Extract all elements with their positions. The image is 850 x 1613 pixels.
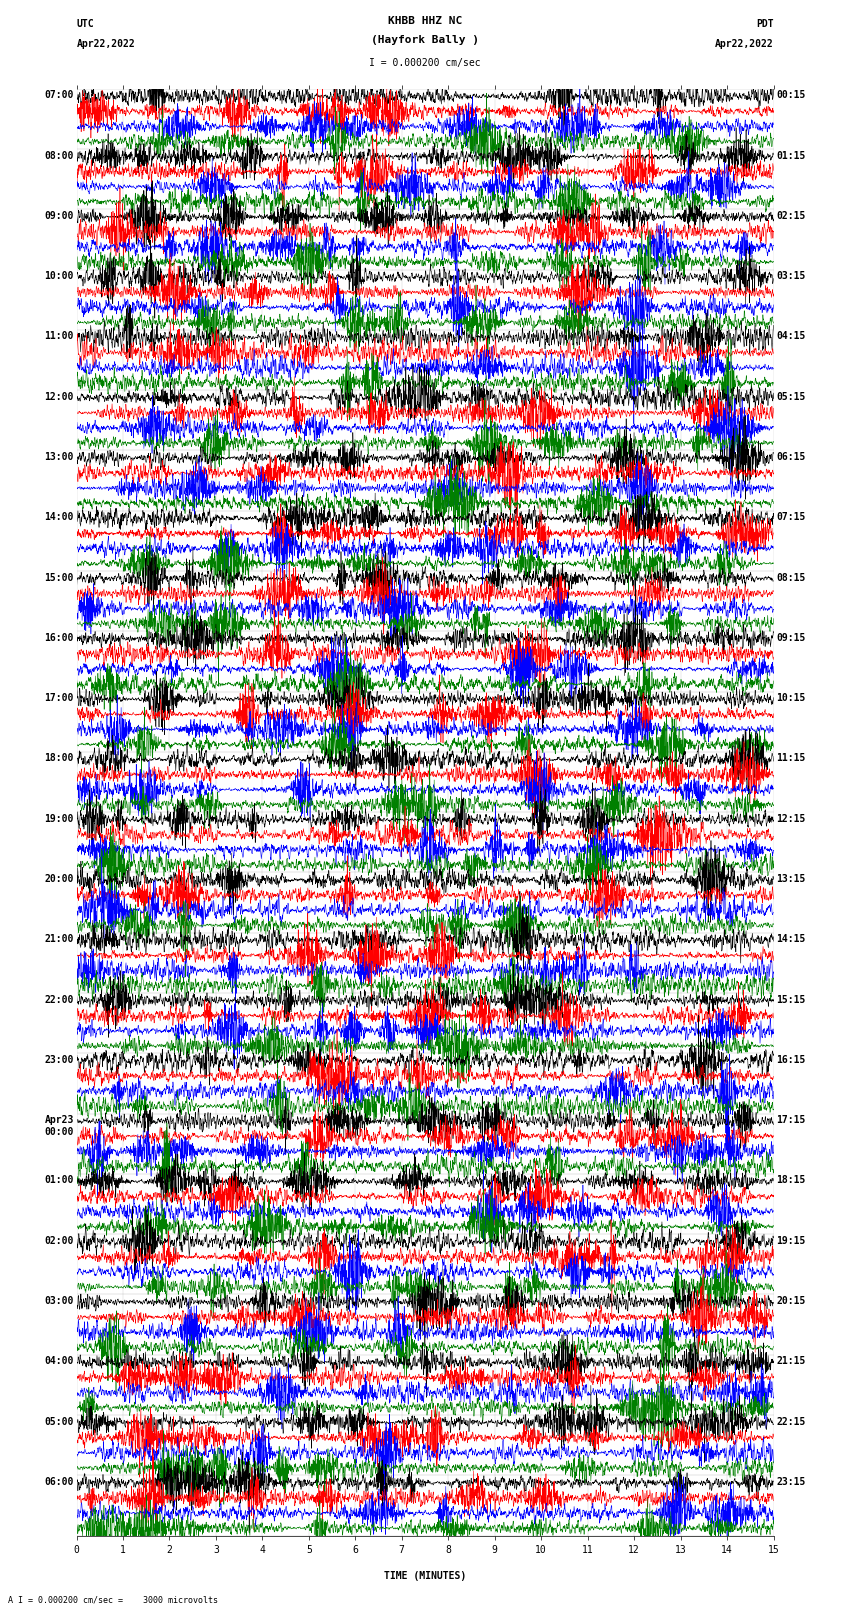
Text: 11:15: 11:15: [776, 753, 806, 763]
Text: 06:00: 06:00: [44, 1478, 74, 1487]
Text: 17:00: 17:00: [44, 694, 74, 703]
Text: 20:15: 20:15: [776, 1295, 806, 1307]
Text: 16:00: 16:00: [44, 632, 74, 644]
Text: 20:00: 20:00: [44, 874, 74, 884]
Text: 18:00: 18:00: [44, 753, 74, 763]
Text: 19:00: 19:00: [44, 813, 74, 824]
Text: 12:00: 12:00: [44, 392, 74, 402]
Text: 10:15: 10:15: [776, 694, 806, 703]
Text: 03:00: 03:00: [44, 1295, 74, 1307]
Text: 15:00: 15:00: [44, 573, 74, 582]
Text: 01:15: 01:15: [776, 150, 806, 161]
Text: 16:15: 16:15: [776, 1055, 806, 1065]
Text: 22:15: 22:15: [776, 1416, 806, 1426]
Text: 06:15: 06:15: [776, 452, 806, 461]
Text: 05:00: 05:00: [44, 1416, 74, 1426]
Text: (Hayfork Bally ): (Hayfork Bally ): [371, 35, 479, 45]
Text: 09:00: 09:00: [44, 211, 74, 221]
Text: 07:00: 07:00: [44, 90, 74, 100]
Text: 07:15: 07:15: [776, 513, 806, 523]
Text: 23:15: 23:15: [776, 1478, 806, 1487]
Text: 02:15: 02:15: [776, 211, 806, 221]
Text: 05:15: 05:15: [776, 392, 806, 402]
Text: 17:15: 17:15: [776, 1115, 806, 1126]
Text: Apr22,2022: Apr22,2022: [76, 39, 135, 48]
Text: 03:15: 03:15: [776, 271, 806, 281]
Text: Apr23
00:00: Apr23 00:00: [44, 1115, 74, 1137]
Text: A I = 0.000200 cm/sec =    3000 microvolts: A I = 0.000200 cm/sec = 3000 microvolts: [8, 1595, 218, 1605]
Text: 15:15: 15:15: [776, 995, 806, 1005]
Text: I = 0.000200 cm/sec: I = 0.000200 cm/sec: [369, 58, 481, 68]
Text: 09:15: 09:15: [776, 632, 806, 644]
Text: 11:00: 11:00: [44, 331, 74, 342]
Text: 13:15: 13:15: [776, 874, 806, 884]
Text: TIME (MINUTES): TIME (MINUTES): [384, 1571, 466, 1581]
Text: PDT: PDT: [756, 19, 774, 29]
Text: 12:15: 12:15: [776, 813, 806, 824]
Text: 21:00: 21:00: [44, 934, 74, 944]
Text: UTC: UTC: [76, 19, 94, 29]
Text: 00:15: 00:15: [776, 90, 806, 100]
Text: 14:15: 14:15: [776, 934, 806, 944]
Text: 18:15: 18:15: [776, 1176, 806, 1186]
Text: 10:00: 10:00: [44, 271, 74, 281]
Text: 02:00: 02:00: [44, 1236, 74, 1245]
Text: 04:15: 04:15: [776, 331, 806, 342]
Text: 13:00: 13:00: [44, 452, 74, 461]
Text: 19:15: 19:15: [776, 1236, 806, 1245]
Text: KHBB HHZ NC: KHBB HHZ NC: [388, 16, 462, 26]
Text: 08:15: 08:15: [776, 573, 806, 582]
Text: 23:00: 23:00: [44, 1055, 74, 1065]
Text: 21:15: 21:15: [776, 1357, 806, 1366]
Text: 14:00: 14:00: [44, 513, 74, 523]
Text: 22:00: 22:00: [44, 995, 74, 1005]
Text: 04:00: 04:00: [44, 1357, 74, 1366]
Text: Apr22,2022: Apr22,2022: [715, 39, 774, 48]
Text: 01:00: 01:00: [44, 1176, 74, 1186]
Text: 08:00: 08:00: [44, 150, 74, 161]
